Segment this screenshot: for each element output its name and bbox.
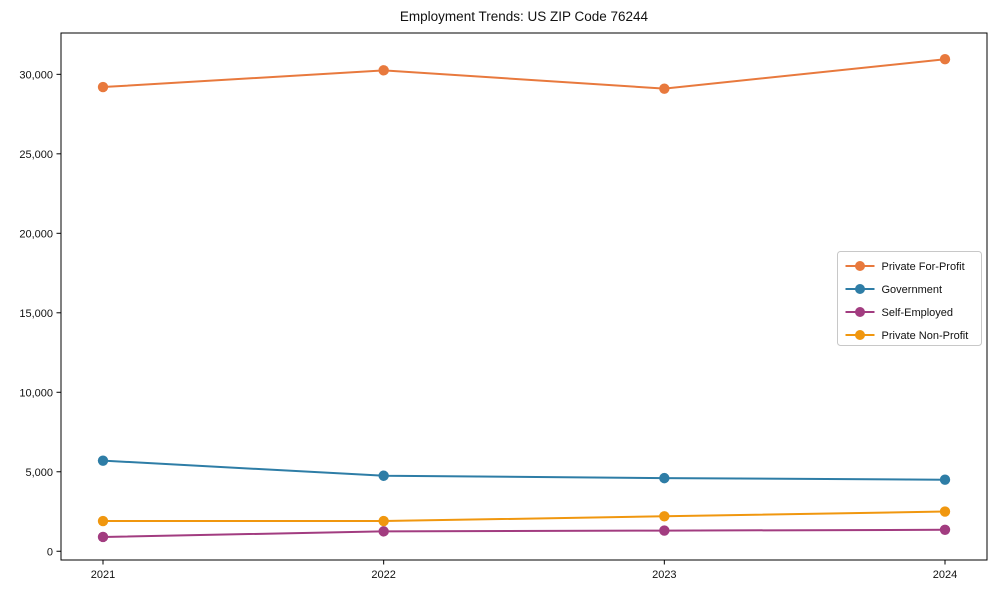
series-line-private-non-profit	[103, 510, 946, 523]
series-line-private-for-profit	[102, 58, 946, 90]
y-axis-tick-label: 10,000	[19, 387, 53, 399]
legend-label-private-for-profit: Private For-Profit	[882, 261, 965, 273]
data-point-private-for-profit-2023	[659, 83, 670, 94]
y-axis-tick-label: 30,000	[19, 69, 53, 81]
legend-marker-private-for-profit	[855, 261, 865, 271]
legend-marker-government	[855, 284, 865, 294]
data-point-self-employed-2022	[378, 526, 389, 537]
data-point-government-2024	[939, 474, 951, 485]
legend-marker-self-employed	[855, 307, 865, 317]
data-point-private-non-profit-2024	[939, 506, 951, 517]
series-line-self-employed	[102, 528, 946, 538]
legend-label-private-non-profit: Private Non-Profit	[882, 330, 969, 342]
y-axis-tick-label: 0	[47, 546, 53, 558]
legend-label-government: Government	[882, 284, 943, 296]
data-point-private-for-profit-2024	[939, 54, 951, 65]
legend-box	[837, 251, 982, 346]
series-line-government	[102, 459, 946, 481]
data-point-government-2022	[378, 470, 389, 481]
y-axis-tick-label: 25,000	[19, 149, 53, 161]
data-point-government-2021	[97, 455, 109, 466]
data-point-private-non-profit-2022	[378, 515, 389, 527]
x-axis-tick-label: 2021	[91, 569, 115, 581]
data-point-private-non-profit-2021	[97, 515, 109, 527]
plot-border	[60, 32, 988, 561]
data-point-private-for-profit-2022	[378, 65, 389, 76]
data-point-private-for-profit-2021	[97, 81, 109, 93]
data-point-self-employed-2024	[939, 524, 951, 535]
legend-label-self-employed: Self-Employed	[882, 307, 954, 319]
legend-marker-private-non-profit	[855, 330, 865, 340]
y-axis-tick-label: 5,000	[25, 467, 53, 479]
data-point-private-non-profit-2023	[659, 511, 670, 522]
y-axis-tick-label: 15,000	[19, 308, 53, 320]
y-axis-tick-label: 20,000	[19, 228, 53, 240]
chart-title: Employment Trends: US ZIP Code 76244	[399, 9, 649, 24]
x-axis-tick-label: 2022	[371, 569, 395, 581]
x-axis-tick-label: 2023	[652, 569, 676, 581]
data-point-government-2023	[659, 472, 670, 484]
x-axis-tick-label: 2024	[933, 569, 957, 581]
data-point-self-employed-2023	[659, 525, 670, 536]
data-point-self-employed-2021	[97, 531, 109, 543]
